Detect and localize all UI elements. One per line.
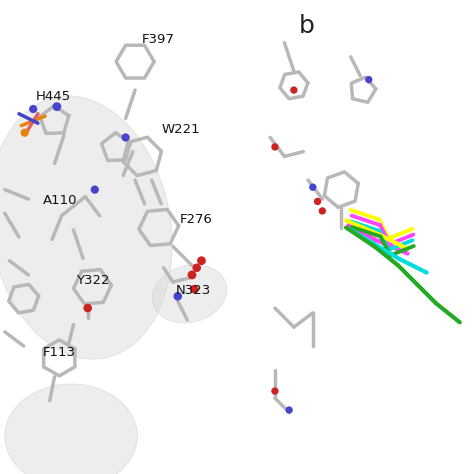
Ellipse shape (0, 96, 172, 359)
Text: H445: H445 (36, 90, 71, 102)
Point (365, 76, 373, 83)
Point (309, 183, 317, 191)
Point (319, 207, 326, 215)
Point (174, 292, 182, 300)
Point (290, 86, 298, 94)
Point (271, 387, 279, 395)
Point (193, 264, 201, 272)
Text: F276: F276 (180, 213, 213, 226)
Point (84, 304, 91, 312)
Point (29, 105, 37, 113)
Text: b: b (299, 14, 314, 38)
Point (314, 198, 321, 205)
Point (53, 103, 61, 110)
Point (198, 257, 205, 264)
Point (122, 134, 129, 141)
Point (188, 271, 196, 279)
Point (91, 186, 99, 193)
Ellipse shape (5, 384, 137, 474)
Point (191, 285, 198, 293)
Text: A110: A110 (43, 194, 77, 207)
Text: N323: N323 (175, 284, 210, 297)
Text: F113: F113 (43, 346, 76, 358)
Ellipse shape (152, 264, 227, 323)
Point (271, 143, 279, 151)
Point (21, 129, 28, 137)
Text: W221: W221 (161, 123, 200, 136)
Point (285, 406, 293, 414)
Text: Y322: Y322 (76, 274, 109, 287)
Text: F397: F397 (142, 33, 175, 46)
